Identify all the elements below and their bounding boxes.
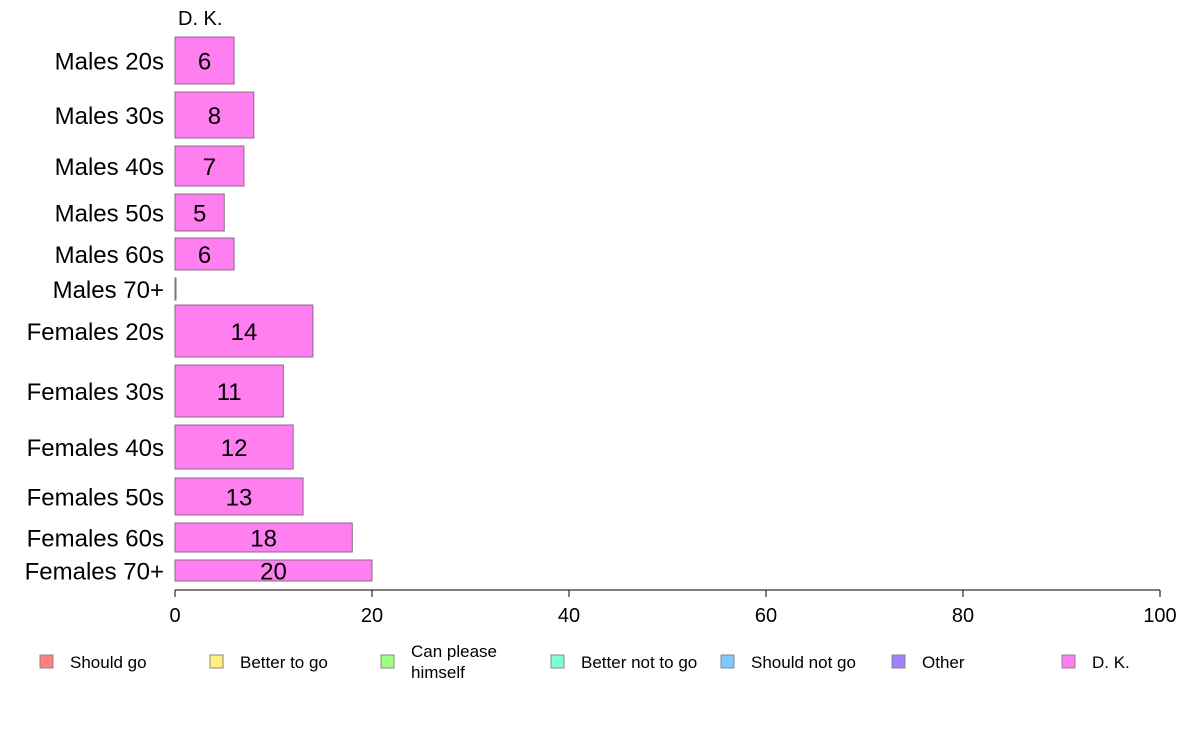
bar	[174, 477, 304, 516]
category-label: Females 40s	[27, 435, 164, 462]
bars-layer: Males 20s 6 Males 30s 8 Males 40s 7 Males 50s 5…	[25, 36, 373, 586]
legend-swatch	[550, 654, 565, 669]
value-label: 18	[250, 526, 277, 553]
x-tick-label: 60	[755, 605, 777, 627]
x-axis: 0 20 40 60 80 100	[169, 589, 1177, 627]
legend-swatch	[39, 654, 54, 669]
bar	[174, 277, 177, 301]
bar	[174, 237, 235, 271]
legend-label: Better to go	[240, 653, 328, 672]
category-label: Females 30s	[27, 379, 164, 406]
x-tick-label: 100	[1143, 605, 1176, 627]
legend-swatch	[1061, 654, 1076, 669]
x-tick-label: 20	[361, 605, 383, 627]
category-label: Males 70+	[53, 277, 164, 304]
value-label: 6	[198, 242, 211, 269]
series-title: D. K.	[178, 8, 222, 30]
x-tick-label: 0	[169, 605, 180, 627]
legend-swatch	[209, 654, 224, 669]
value-label: 11	[217, 379, 242, 406]
value-label: 7	[203, 154, 216, 181]
bar	[174, 145, 245, 187]
value-label: 14	[231, 319, 258, 346]
category-label: Males 50s	[55, 201, 164, 228]
bar	[174, 559, 373, 582]
bar	[174, 91, 255, 139]
bar	[174, 522, 353, 553]
legend-label: Can please himself	[411, 642, 497, 682]
category-label: Females 20s	[27, 319, 164, 346]
x-tick-label: 40	[558, 605, 580, 627]
category-label: Males 40s	[55, 154, 164, 181]
category-label: Males 60s	[55, 242, 164, 269]
category-label: Males 20s	[55, 49, 164, 76]
bar	[174, 36, 235, 85]
legend-label: Should go	[70, 653, 147, 672]
value-label: 8	[208, 103, 221, 130]
value-label: 5	[193, 201, 206, 228]
category-label: Females 60s	[27, 526, 164, 553]
legend: Should go Better to go Can please himself Be…	[39, 642, 1130, 682]
legend-label: Should not go	[751, 653, 856, 672]
category-label: Females 70+	[25, 559, 164, 586]
legend-swatch	[891, 654, 906, 669]
bar	[174, 364, 284, 418]
legend-label: Better not to go	[581, 653, 697, 672]
legend-label: Other	[922, 653, 965, 672]
legend-label: D. K.	[1092, 653, 1130, 672]
bar	[174, 304, 314, 358]
legend-swatch	[720, 654, 735, 669]
category-label: Females 50s	[27, 485, 164, 512]
value-label: 20	[260, 559, 287, 586]
value-label: 6	[198, 49, 211, 76]
bar	[174, 193, 225, 232]
legend-swatch	[380, 654, 395, 669]
value-label: 12	[221, 435, 248, 462]
x-tick-label: 80	[952, 605, 974, 627]
value-label: 13	[226, 485, 253, 512]
category-label: Males 30s	[55, 103, 164, 130]
bar	[174, 424, 294, 470]
